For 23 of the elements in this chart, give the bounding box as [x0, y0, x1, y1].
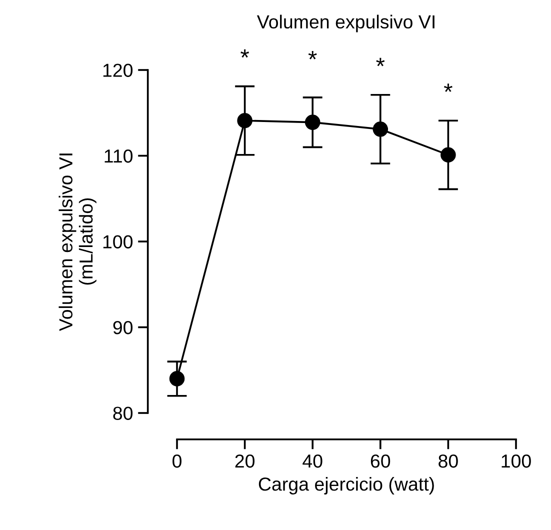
annotation: * — [444, 84, 452, 92]
y-tick-label: 90 — [113, 320, 133, 334]
y-tick-label: 80 — [113, 406, 133, 420]
y-tick-label: 110 — [104, 149, 133, 163]
x-axis-title: Carga ejercicio (watt) — [258, 477, 434, 494]
y-axis-title: Volumen expulsivo VI (mL/latido) — [58, 154, 96, 332]
point — [169, 371, 185, 386]
chart-title: Volumen expulsivo VI — [256, 14, 434, 32]
point — [372, 122, 388, 137]
x-tick-label: 40 — [302, 454, 322, 468]
annotation: * — [240, 49, 250, 58]
x-tick-label: 0 — [172, 454, 182, 468]
x-tick-label: 20 — [235, 454, 254, 468]
point — [304, 114, 320, 130]
point — [237, 112, 252, 128]
annotation: * — [308, 51, 317, 60]
y-tick-label: 100 — [103, 235, 133, 248]
x-tick-label: 100 — [502, 454, 531, 468]
y-tick-label: 120 — [103, 64, 133, 77]
x-tick-label: 60 — [370, 454, 390, 468]
x-tick-label: 80 — [438, 454, 458, 468]
annotation: * — [376, 58, 385, 66]
point — [440, 147, 456, 163]
